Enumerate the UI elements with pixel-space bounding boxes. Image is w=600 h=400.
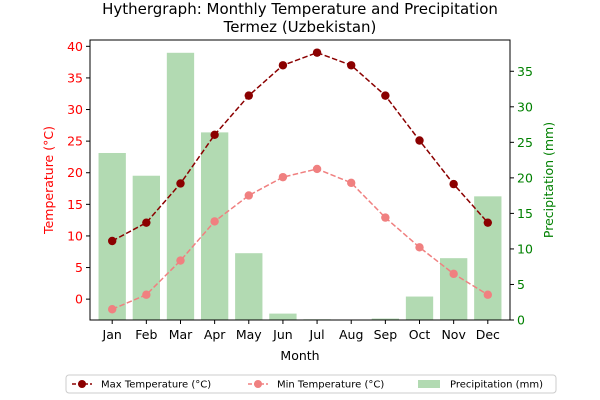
legend-min-temp-label: Min Temperature (°C): [277, 380, 384, 391]
temperature-lines: [107, 48, 493, 314]
x-tick-label-jul: Jul: [309, 327, 325, 342]
y-left-tick-label-0: 0: [75, 292, 83, 307]
axes: Jan Feb Mar Apr May Jun Jul Aug Sep Oct Nov Dec 0 5 10…: [67, 39, 533, 342]
y-right-tick-label-25: 25: [517, 135, 533, 150]
legend: Max Temperature (°C) Min Temperature (°C)…: [65, 374, 557, 394]
x-tick-label-may: May: [236, 327, 262, 342]
y-right-tick-label-35: 35: [517, 64, 533, 79]
x-tick-label-sep: Sep: [374, 327, 398, 342]
x-tick-label-jun: Jun: [272, 327, 293, 342]
min-temp-line: [111, 168, 489, 310]
precip-bar-apr: [200, 132, 229, 320]
x-axis-label: Month: [280, 348, 319, 363]
max-temp-point-may: [244, 91, 253, 100]
min-temp-point-jun: [278, 172, 288, 182]
y-right-tick-label-20: 20: [517, 170, 533, 185]
legend-precipitation-label: Precipitation (mm): [450, 380, 543, 391]
y-axis-left-label: Temperature (°C): [41, 126, 56, 235]
max-temp-point-apr: [210, 130, 219, 140]
min-temp-point-nov: [449, 269, 458, 279]
y-left-tick-label-5: 5: [75, 260, 83, 275]
min-temp-point-dec: [483, 290, 493, 299]
min-temp-point-jan: [107, 305, 117, 314]
min-temp-point-sep: [381, 213, 390, 222]
x-tick-label-aug: Aug: [339, 327, 363, 342]
x-tick-label-dec: Dec: [476, 327, 500, 342]
max-temp-point-dec: [483, 218, 493, 227]
x-tick-label-jan: Jan: [102, 327, 122, 342]
max-temp-point-aug: [347, 61, 356, 70]
precip-bar-dec: [474, 196, 502, 320]
max-temp-point-oct: [415, 136, 424, 145]
y-left-tick-label-15: 15: [67, 197, 83, 212]
min-temp-point-mar: [176, 256, 185, 265]
min-temp-point-oct: [415, 243, 424, 252]
y-left-tick-label-10: 10: [67, 228, 83, 243]
max-temp-point-mar: [176, 179, 185, 188]
max-temp-point-sep: [381, 91, 390, 100]
y-left-tick-label-35: 35: [67, 70, 83, 85]
min-temp-point-aug: [347, 178, 356, 188]
x-tick-label-apr: Apr: [204, 327, 226, 342]
y-axis-right-label: Precipitation (mm): [541, 122, 556, 238]
min-temp-point-jul: [312, 164, 322, 174]
y-left-tick-label-20: 20: [67, 165, 83, 180]
y-left-tick-label-30: 30: [67, 102, 83, 117]
y-left-tick-label-25: 25: [67, 134, 83, 149]
max-temp-point-nov: [449, 179, 458, 189]
min-temp-point-apr: [210, 217, 219, 226]
chart-title: Hythergraph: Monthly Temperature and Pre…: [102, 0, 498, 18]
legend-min-temp-swatch-marker: [254, 380, 262, 388]
y-right-tick-label-0: 0: [517, 313, 525, 328]
max-temp-line: [111, 51, 489, 242]
x-tick-label-mar: Mar: [169, 327, 193, 342]
y-right-tick-label-15: 15: [517, 206, 533, 221]
x-tick-label-feb: Feb: [135, 327, 157, 342]
legend-max-temp-label: Max Temperature (°C): [101, 380, 211, 391]
precip-bar-jun: [269, 313, 297, 320]
plot-frame: [89, 39, 511, 321]
precip-bar-may: [235, 253, 263, 320]
chart-subtitle: Termez (Uzbekistan): [223, 18, 377, 36]
x-tick-label-nov: Nov: [441, 327, 466, 342]
min-temp-point-may: [244, 191, 253, 200]
max-temp-point-jan: [107, 236, 117, 246]
legend-precipitation-swatch: [418, 380, 440, 388]
legend-box: [65, 374, 557, 394]
precipitation-bars: [98, 52, 502, 321]
y-right-tick-label-5: 5: [517, 277, 525, 292]
y-right-tick-label-10: 10: [517, 241, 533, 256]
max-temp-point-feb: [142, 218, 151, 227]
y-left-tick-label-40: 40: [67, 39, 83, 54]
y-right-tick-label-30: 30: [517, 99, 533, 114]
precip-bar-oct: [405, 296, 434, 320]
max-temp-point-jul: [312, 48, 322, 57]
precip-bar-sep: [371, 318, 400, 320]
x-tick-label-oct: Oct: [409, 327, 431, 342]
precip-bar-nov: [440, 258, 468, 320]
max-temp-point-jun: [278, 61, 288, 70]
min-temp-point-feb: [142, 290, 151, 299]
legend-max-temp-swatch-marker: [78, 380, 86, 388]
